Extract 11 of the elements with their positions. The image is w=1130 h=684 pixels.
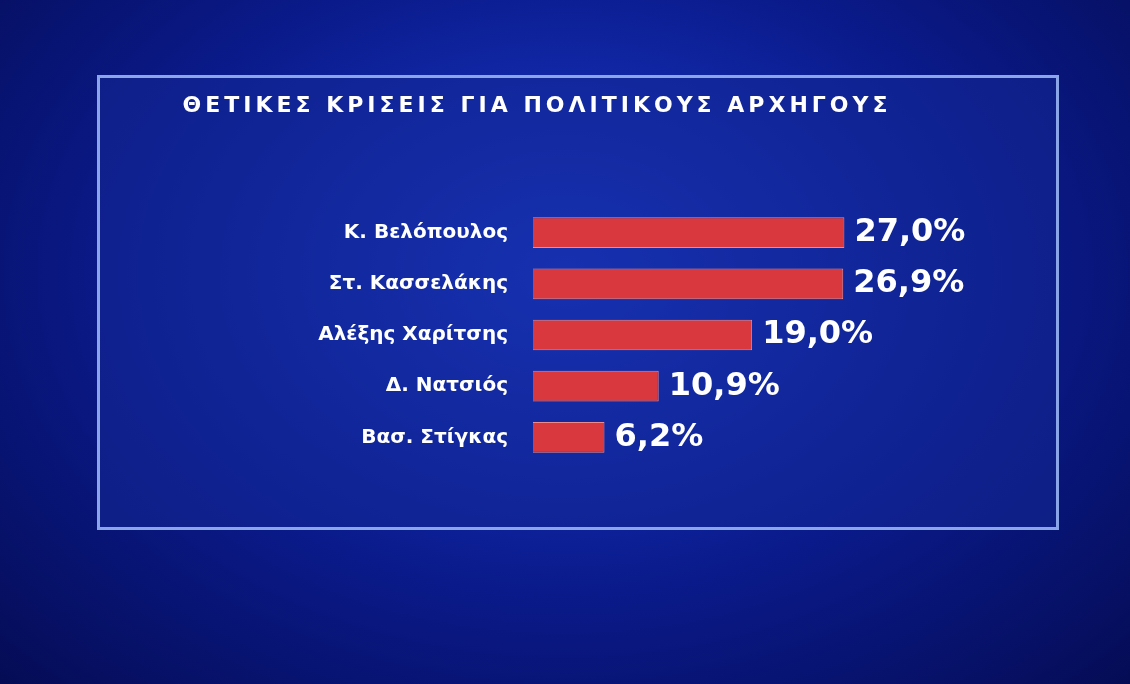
data-label: 6,2%	[614, 415, 704, 454]
data-label: 27,0%	[854, 210, 966, 249]
y-tick-label: Βασ. Στίγκας	[361, 423, 508, 448]
data-label: 26,9%	[853, 262, 965, 301]
y-tick-label: Αλέξης Χαρίτσης	[318, 321, 508, 346]
y-tick-label: Κ. Βελόπουλος	[343, 218, 508, 243]
chart-title: ΘΕΤΙΚΕΣ ΚΡΙΣΕΙΣ ΓΙΑ ΠΟΛΙΤΙΚΟΥΣ ΑΡΧΗΓΟΥΣ	[181, 92, 893, 117]
y-tick-label: Δ. Νατσιός	[385, 372, 508, 397]
data-label: 19,0%	[762, 313, 874, 352]
data-label: 10,9%	[668, 364, 780, 403]
y-tick-label: Στ. Κασσελάκης	[328, 270, 508, 294]
